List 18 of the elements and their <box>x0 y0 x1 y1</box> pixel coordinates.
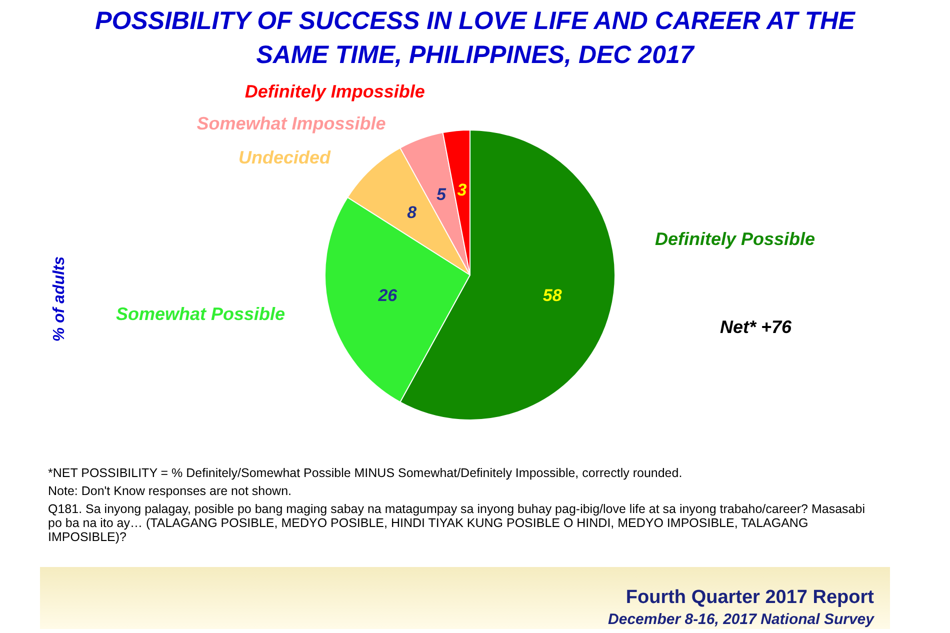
chart-title: POSSIBILITY OF SUCCESS IN LOVE LIFE AND CAREER AT THE SAME TIME, PHILIPPINES, DEC 2017 <box>94 6 856 71</box>
text: December 8-16, 2017 National Survey <box>608 611 874 628</box>
text: *NET POSSIBILITY = % Definitely/Somewhat Possible MINUS Somewhat/Definitely Impossible, correctly rounded. <box>48 466 684 480</box>
slice-label: Definitely Possible <box>654 228 816 249</box>
text: Q181. Sa inyong palagay, posible po bang maging sabay na matagumpay sa inyong buhay pag-ibig/love life at sa inyong trabaho/career? Masasabi po ba na ito ay… (TALAGANG POSIBLE, MEDYO POSIBLE, HINDI TIYAK KUNG POSIBLE O HINDI, MEDYO IMPOSIBLE, TALAGANG IMPOSIBLE)? <box>48 502 866 544</box>
slice-label: Somewhat Impossible <box>196 113 386 134</box>
data-label: 58 <box>542 286 562 306</box>
text: Note: Don't Know responses are not shown. <box>48 484 292 498</box>
data-label: 3 <box>457 180 468 200</box>
text: % of adults <box>51 255 69 344</box>
slice-label: Undecided <box>238 147 332 168</box>
data-label: 8 <box>407 203 418 222</box>
slice-label: Definitely Impossible <box>244 81 425 102</box>
data-label: 5 <box>436 185 446 204</box>
data-label: 26 <box>377 286 398 306</box>
slice-label: Somewhat Possible <box>116 304 286 324</box>
text: Net* +76 <box>720 317 792 338</box>
text: Fourth Quarter 2017 Report <box>626 587 874 609</box>
